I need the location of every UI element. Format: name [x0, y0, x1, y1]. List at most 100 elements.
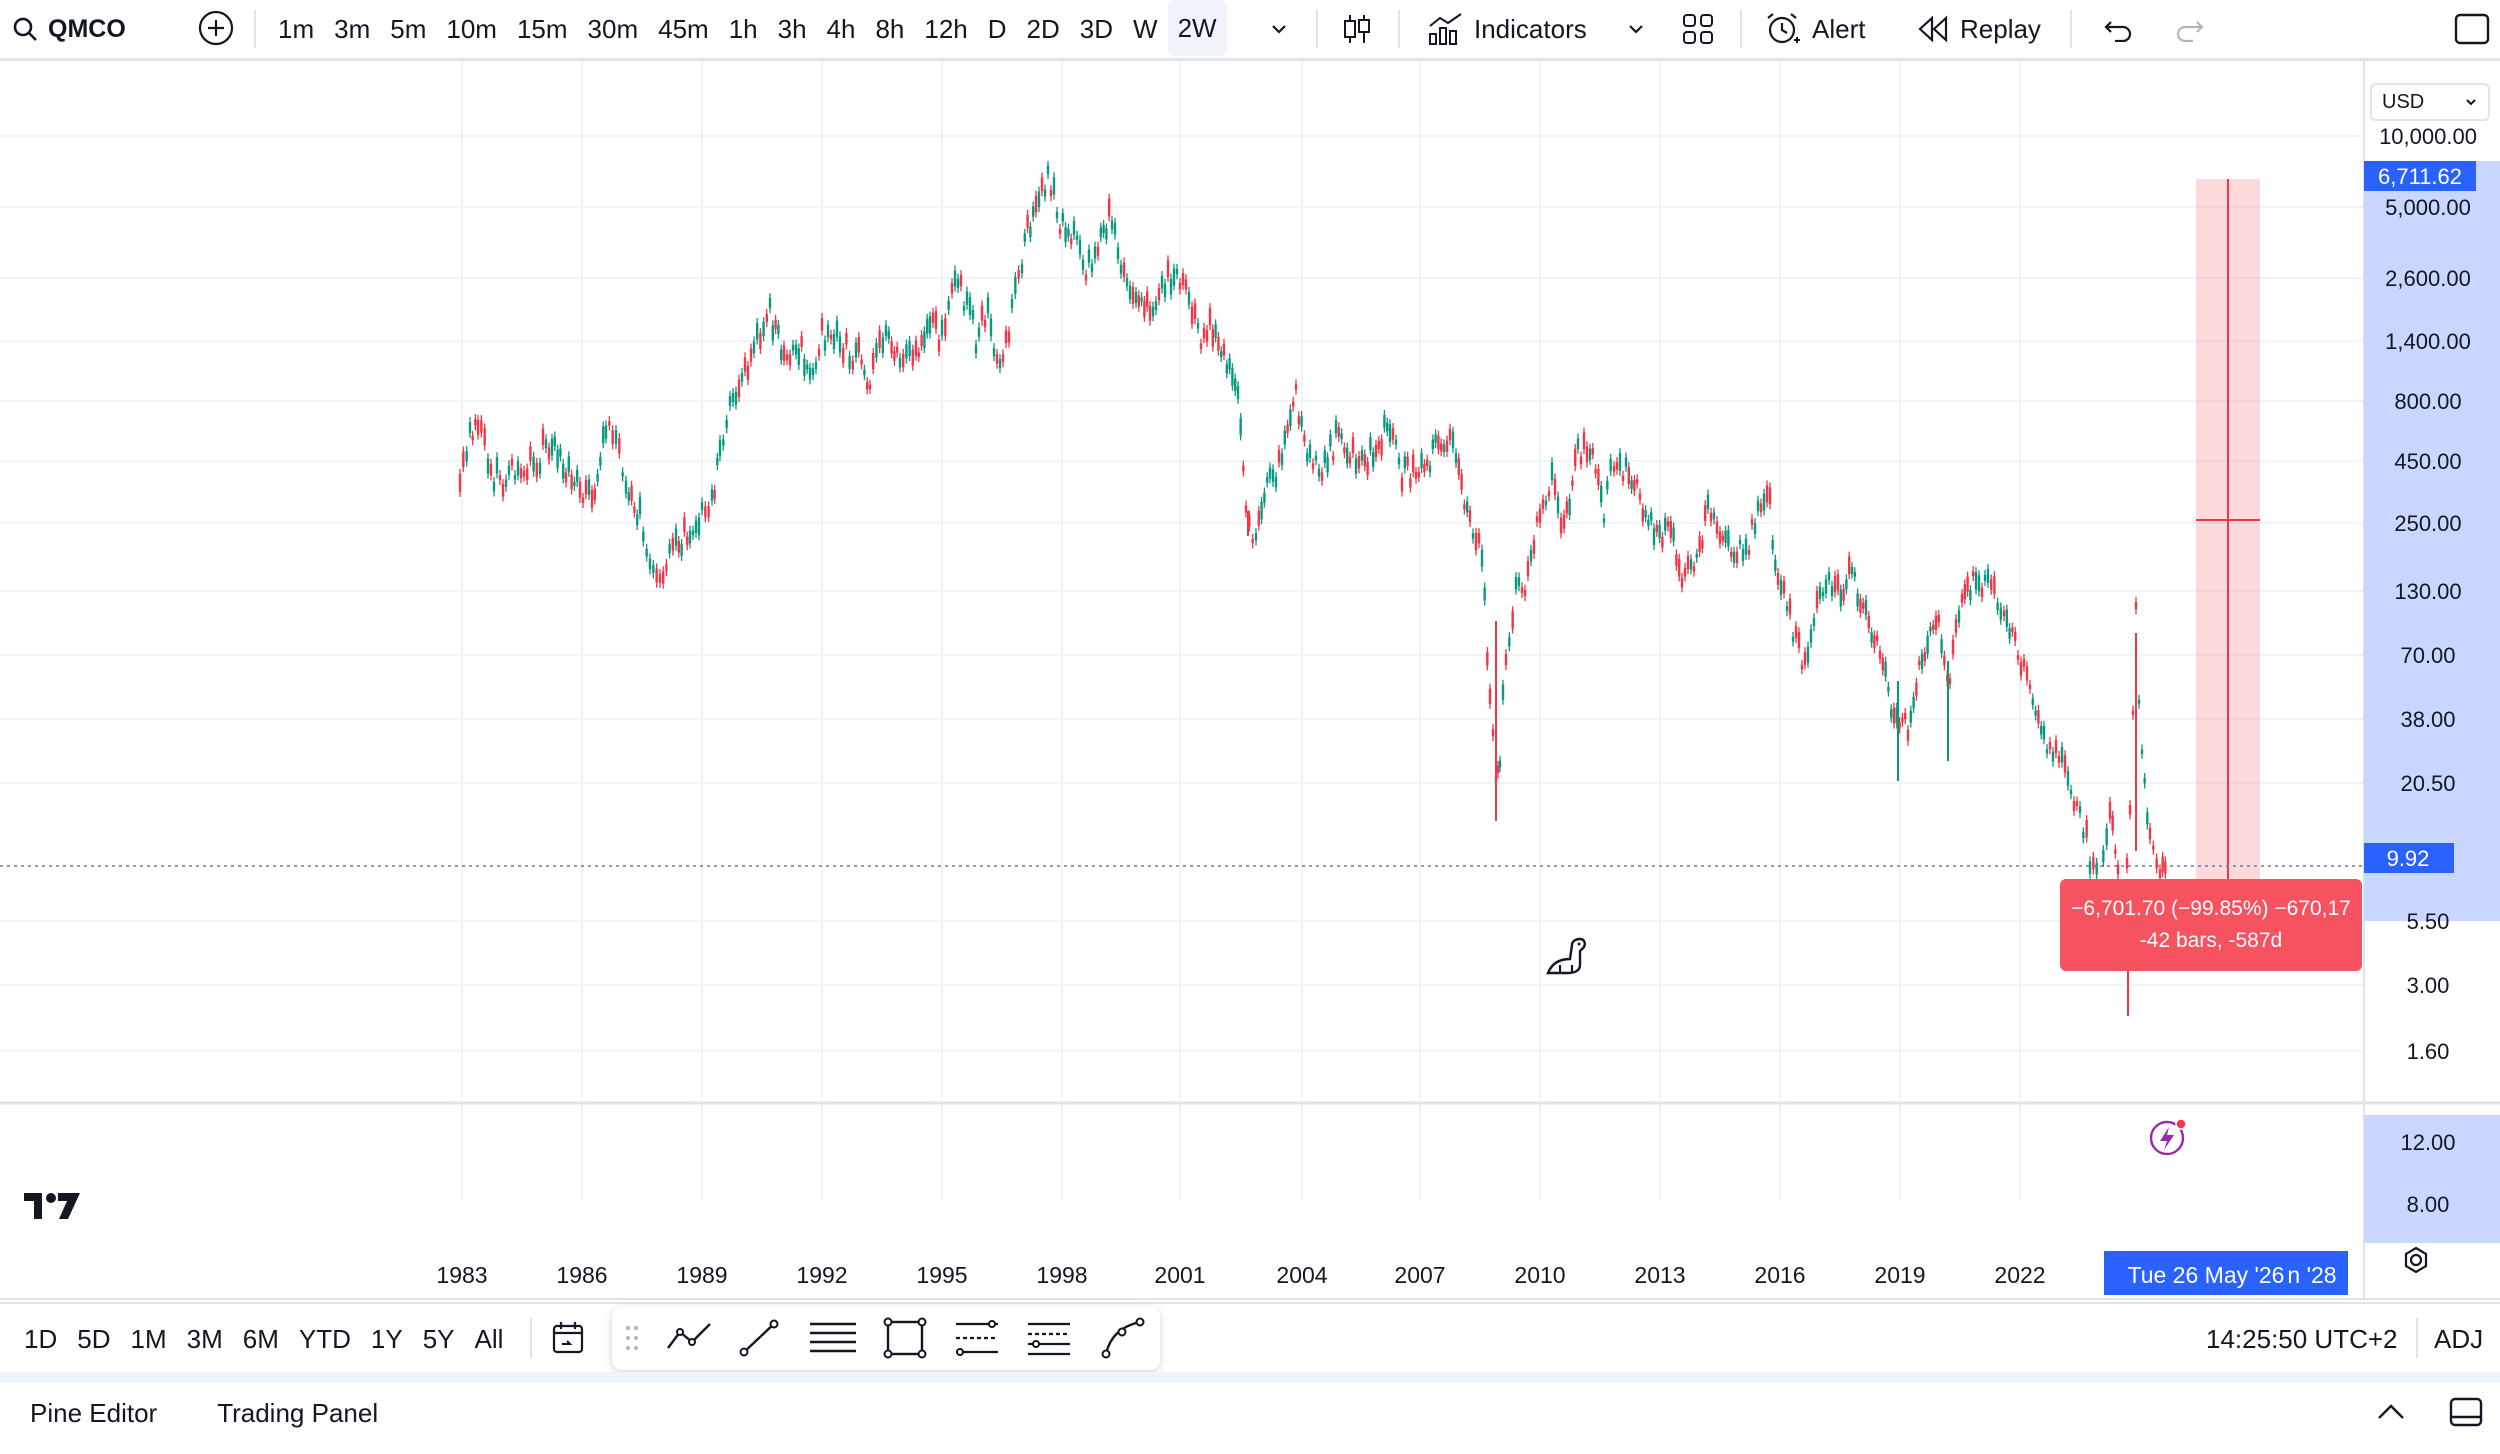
replay-button[interactable]: Replay [1916, 0, 2041, 58]
polyline-tool-icon[interactable] [664, 1316, 714, 1360]
redo-icon[interactable] [2170, 0, 2210, 58]
undo-icon[interactable] [2098, 0, 2138, 58]
range-1y[interactable]: 1Y [370, 1323, 403, 1354]
candle-body [1881, 657, 1884, 671]
candle-body [851, 360, 854, 370]
candle-body [2014, 631, 2017, 641]
candle-body [713, 490, 716, 499]
alert-label: Alert [1812, 13, 1866, 44]
candle-body [1386, 422, 1389, 432]
candle-body [1332, 455, 1335, 461]
interval-3d[interactable]: 3D [1079, 13, 1114, 44]
interval-30m[interactable]: 30m [587, 13, 639, 44]
footer-tab-trading-panel[interactable]: Trading Panel [217, 1397, 379, 1428]
fib-extension-tool-icon[interactable] [1024, 1316, 1074, 1360]
interval-5m[interactable]: 5m [390, 13, 427, 44]
candle-body [1701, 540, 1704, 549]
candle-body [743, 357, 747, 372]
candle-body [608, 421, 611, 426]
indicators-chevron-icon[interactable] [1622, 0, 1650, 58]
candle-body [1403, 456, 1406, 469]
candle-body [636, 514, 639, 526]
indicators-button[interactable]: Indicators [1428, 0, 1587, 58]
range-all[interactable]: All [474, 1323, 504, 1354]
range-1d[interactable]: 1D [24, 1323, 58, 1354]
interval-2w[interactable]: 2W [1167, 0, 1227, 56]
price-axis-label: 800.00 [2394, 389, 2461, 414]
rectangle-tool-icon[interactable] [882, 1316, 928, 1360]
indicators-label: Indicators [1474, 13, 1587, 44]
goto-date-calendar-icon[interactable] [550, 1320, 586, 1356]
trend-line-tool-icon[interactable] [736, 1316, 782, 1360]
candle-body [1248, 515, 1251, 527]
candle-body [1735, 551, 1739, 564]
candle-body [1434, 434, 1437, 443]
tradingview-logo[interactable] [22, 1189, 82, 1223]
curve-tool-icon[interactable] [1100, 1316, 1146, 1360]
candle-body [633, 506, 636, 513]
range-6m[interactable]: 6M [242, 1323, 279, 1354]
candle-body [1140, 297, 1143, 302]
maximize-panel-icon[interactable] [2448, 1394, 2484, 1430]
interval-2d[interactable]: 2D [1026, 13, 1060, 44]
lightning-alert-icon[interactable] [2148, 1117, 2188, 1157]
chart-area[interactable]: 10,000.00 5,000.00 2,600.00 1,400.00 800.00 4… [0, 61, 2500, 1301]
drag-handle-icon[interactable] [624, 1320, 640, 1356]
candle-body [1426, 459, 1429, 466]
alert-button[interactable]: Alert [1764, 0, 1865, 58]
range-3m[interactable]: 3M [186, 1323, 223, 1354]
range-1m[interactable]: 1M [130, 1323, 167, 1354]
candle-body [875, 343, 878, 358]
candle-body [2060, 746, 2064, 763]
chevron-up-icon[interactable] [2374, 1396, 2408, 1430]
candle-body [1317, 468, 1321, 477]
currency-select[interactable]: USD [2370, 83, 2490, 121]
fib-retracement-tool-icon[interactable] [952, 1316, 1002, 1360]
candle-body [1704, 505, 1707, 522]
interval-45m[interactable]: 45m [658, 13, 709, 44]
candle-body [1621, 475, 1625, 481]
settings-gear-icon[interactable] [2400, 1245, 2432, 1277]
candle-body [1774, 559, 1777, 571]
interval-15m[interactable]: 15m [516, 13, 568, 44]
interval-1h[interactable]: 1h [728, 13, 758, 44]
candle-body [1517, 577, 1521, 587]
symbol-label: QMCO [48, 14, 126, 43]
symbol-search[interactable]: QMCO [12, 0, 126, 58]
interval-12h[interactable]: 12h [924, 13, 968, 44]
layout-grid-icon[interactable] [1678, 0, 1718, 58]
interval-1m[interactable]: 1m [278, 13, 315, 44]
range-5y[interactable]: 5Y [422, 1323, 455, 1354]
candle-body [1990, 579, 1993, 590]
bottom-toolbar: 1D 5D 1M 3M 6M YTD 1Y 5Y All 14:25:50 UTC+2 ADJ [0, 1302, 2500, 1374]
interval-10m[interactable]: 10m [446, 13, 497, 44]
interval-3h[interactable]: 3h [777, 13, 807, 44]
candle-body [1474, 532, 1478, 551]
compare-add-button[interactable] [196, 8, 236, 48]
clock-timezone[interactable]: 14:25:50 UTC+2 [2206, 1304, 2398, 1374]
footer-tab-pine-editor[interactable]: Pine Editor [30, 1397, 158, 1428]
range-ytd[interactable]: YTD [298, 1323, 351, 1354]
horizontal-lines-tool-icon[interactable] [808, 1316, 858, 1360]
dinosaur-icon[interactable] [1544, 935, 1590, 975]
interval-d[interactable]: D [987, 13, 1007, 44]
candle-body [1236, 386, 1240, 399]
interval-3m[interactable]: 3m [334, 13, 371, 44]
interval-more-chevron-icon[interactable] [1264, 0, 1294, 58]
interval-w[interactable]: W [1133, 13, 1158, 44]
candle-body [1348, 456, 1352, 464]
adjust-button[interactable]: ADJ [2434, 1304, 2483, 1374]
candle-body [1254, 533, 1258, 541]
fullscreen-icon[interactable] [2452, 0, 2492, 58]
volume-axis-label: 8.00 [2407, 1192, 2450, 1217]
candles-chart-type-icon[interactable] [1338, 0, 1376, 58]
candle-body [765, 313, 768, 323]
price-axis-label: 3.00 [2407, 973, 2450, 998]
candle-body [718, 440, 722, 457]
candle-body [896, 346, 899, 353]
range-5d[interactable]: 5D [77, 1323, 111, 1354]
interval-4h[interactable]: 4h [826, 13, 856, 44]
interval-8h[interactable]: 8h [875, 13, 905, 44]
price-chart[interactable]: 10,000.00 5,000.00 2,600.00 1,400.00 800.00 4… [0, 61, 2500, 1301]
candle-body [1585, 446, 1589, 463]
